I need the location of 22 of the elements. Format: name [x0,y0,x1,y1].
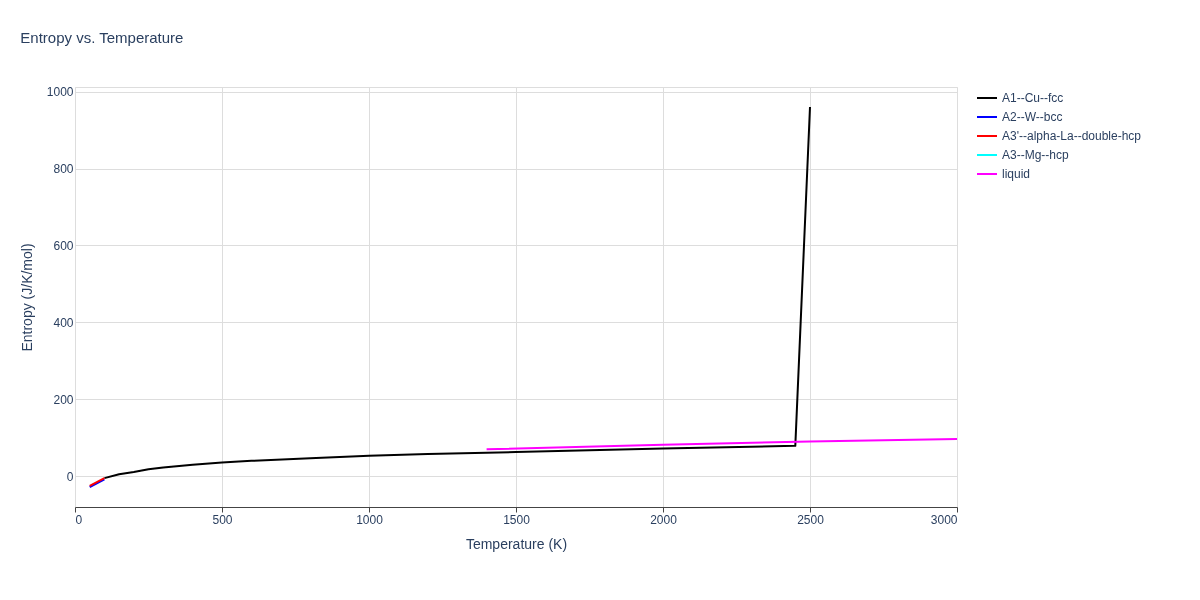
x-tick-label: 2000 [650,512,678,527]
y-tick-label: 1000 [46,85,74,100]
legend-label: A3--Mg--hcp [1002,148,1070,162]
legend-label: A3'--alpha-La--double-hcp [1002,129,1142,143]
y-axis-title: Entropy (J/K/mol) [18,243,35,352]
x-tick-label: 2500 [797,512,825,527]
y-tick-label: 0 [66,469,74,484]
legend-label: liquid [1002,167,1031,181]
x-tick-label: 500 [212,512,233,527]
chart-title: Entropy vs. Temperature [20,28,184,46]
line-series [485,437,958,451]
x-axis-title: Temperature (K) [465,535,568,552]
line-series [103,106,811,480]
legend-label: A2--W--bcc [1002,110,1063,124]
legend-label: A1--Cu--fcc [1002,91,1064,105]
y-tick-label: 800 [53,162,74,177]
y-tick-label: 400 [53,315,74,330]
y-tick-label: 600 [53,238,74,253]
x-tick-label: 3000 [930,512,958,527]
x-tick-label: 1500 [503,512,531,527]
x-tick-label: 1000 [356,512,384,527]
y-tick-label: 200 [53,392,74,407]
